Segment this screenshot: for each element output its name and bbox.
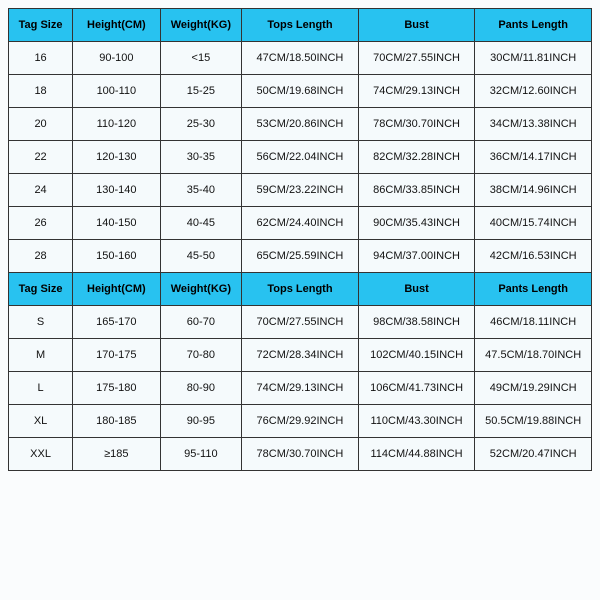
cell: 25-30 [160, 108, 242, 141]
cell: 165-170 [73, 306, 160, 339]
cell: 42CM/16.53INCH [475, 240, 592, 273]
col-header: Tag Size [9, 9, 73, 42]
cell: 59CM/23.22INCH [242, 174, 359, 207]
cell: 18 [9, 75, 73, 108]
cell: 76CM/29.92INCH [242, 405, 359, 438]
cell: ≥185 [73, 438, 160, 471]
cell: 60-70 [160, 306, 242, 339]
cell: 26 [9, 207, 73, 240]
table-row: XL 180-185 90-95 76CM/29.92INCH 110CM/43… [9, 405, 592, 438]
cell: 98CM/38.58INCH [358, 306, 475, 339]
cell: 130-140 [73, 174, 160, 207]
size-chart-table: Tag Size Height(CM) Weight(KG) Tops Leng… [8, 8, 592, 471]
table-row: L 175-180 80-90 74CM/29.13INCH 106CM/41.… [9, 372, 592, 405]
cell: 80-90 [160, 372, 242, 405]
cell: 94CM/37.00INCH [358, 240, 475, 273]
cell: 32CM/12.60INCH [475, 75, 592, 108]
cell: 86CM/33.85INCH [358, 174, 475, 207]
cell: 28 [9, 240, 73, 273]
table-header-row: Tag Size Height(CM) Weight(KG) Tops Leng… [9, 9, 592, 42]
cell: 34CM/13.38INCH [475, 108, 592, 141]
cell: 30CM/11.81INCH [475, 42, 592, 75]
table-row: 26 140-150 40-45 62CM/24.40INCH 90CM/35.… [9, 207, 592, 240]
cell: 110-120 [73, 108, 160, 141]
col-header: Height(CM) [73, 9, 160, 42]
cell: 38CM/14.96INCH [475, 174, 592, 207]
cell: 47CM/18.50INCH [242, 42, 359, 75]
table-row: S 165-170 60-70 70CM/27.55INCH 98CM/38.5… [9, 306, 592, 339]
cell: 90-100 [73, 42, 160, 75]
table-header-row: Tag Size Height(CM) Weight(KG) Tops Leng… [9, 273, 592, 306]
cell: 90CM/35.43INCH [358, 207, 475, 240]
cell: 175-180 [73, 372, 160, 405]
col-header: Height(CM) [73, 273, 160, 306]
cell: 40CM/15.74INCH [475, 207, 592, 240]
table-row: XXL ≥185 95-110 78CM/30.70INCH 114CM/44.… [9, 438, 592, 471]
cell: 74CM/29.13INCH [242, 372, 359, 405]
col-header: Pants Length [475, 9, 592, 42]
cell: M [9, 339, 73, 372]
cell: 24 [9, 174, 73, 207]
col-header: Weight(KG) [160, 9, 242, 42]
cell: 62CM/24.40INCH [242, 207, 359, 240]
cell: 35-40 [160, 174, 242, 207]
cell: 114CM/44.88INCH [358, 438, 475, 471]
col-header: Bust [358, 9, 475, 42]
table-row: 28 150-160 45-50 65CM/25.59INCH 94CM/37.… [9, 240, 592, 273]
cell: L [9, 372, 73, 405]
cell: 140-150 [73, 207, 160, 240]
cell: 78CM/30.70INCH [242, 438, 359, 471]
cell: 106CM/41.73INCH [358, 372, 475, 405]
cell: 82CM/32.28INCH [358, 141, 475, 174]
cell: 47.5CM/18.70INCH [475, 339, 592, 372]
cell: 65CM/25.59INCH [242, 240, 359, 273]
cell: 50.5CM/19.88INCH [475, 405, 592, 438]
cell: 110CM/43.30INCH [358, 405, 475, 438]
cell: 180-185 [73, 405, 160, 438]
table-row: 16 90-100 <15 47CM/18.50INCH 70CM/27.55I… [9, 42, 592, 75]
col-header: Tag Size [9, 273, 73, 306]
cell: 70CM/27.55INCH [242, 306, 359, 339]
table-row: 24 130-140 35-40 59CM/23.22INCH 86CM/33.… [9, 174, 592, 207]
cell: 15-25 [160, 75, 242, 108]
cell: 100-110 [73, 75, 160, 108]
cell: 74CM/29.13INCH [358, 75, 475, 108]
cell: 30-35 [160, 141, 242, 174]
cell: 22 [9, 141, 73, 174]
cell: 36CM/14.17INCH [475, 141, 592, 174]
table-row: 18 100-110 15-25 50CM/19.68INCH 74CM/29.… [9, 75, 592, 108]
cell: 170-175 [73, 339, 160, 372]
col-header: Tops Length [242, 9, 359, 42]
cell: XXL [9, 438, 73, 471]
col-header: Pants Length [475, 273, 592, 306]
cell: 95-110 [160, 438, 242, 471]
cell: 150-160 [73, 240, 160, 273]
col-header: Bust [358, 273, 475, 306]
col-header: Tops Length [242, 273, 359, 306]
cell: 49CM/19.29INCH [475, 372, 592, 405]
cell: 52CM/20.47INCH [475, 438, 592, 471]
table-row: 20 110-120 25-30 53CM/20.86INCH 78CM/30.… [9, 108, 592, 141]
cell: 45-50 [160, 240, 242, 273]
cell: 16 [9, 42, 73, 75]
cell: 70CM/27.55INCH [358, 42, 475, 75]
table-row: M 170-175 70-80 72CM/28.34INCH 102CM/40.… [9, 339, 592, 372]
cell: <15 [160, 42, 242, 75]
cell: 102CM/40.15INCH [358, 339, 475, 372]
cell: 40-45 [160, 207, 242, 240]
cell: 56CM/22.04INCH [242, 141, 359, 174]
cell: S [9, 306, 73, 339]
cell: 70-80 [160, 339, 242, 372]
table-row: 22 120-130 30-35 56CM/22.04INCH 82CM/32.… [9, 141, 592, 174]
cell: 46CM/18.11INCH [475, 306, 592, 339]
cell: 72CM/28.34INCH [242, 339, 359, 372]
cell: 53CM/20.86INCH [242, 108, 359, 141]
cell: XL [9, 405, 73, 438]
cell: 78CM/30.70INCH [358, 108, 475, 141]
cell: 90-95 [160, 405, 242, 438]
cell: 20 [9, 108, 73, 141]
col-header: Weight(KG) [160, 273, 242, 306]
cell: 50CM/19.68INCH [242, 75, 359, 108]
cell: 120-130 [73, 141, 160, 174]
